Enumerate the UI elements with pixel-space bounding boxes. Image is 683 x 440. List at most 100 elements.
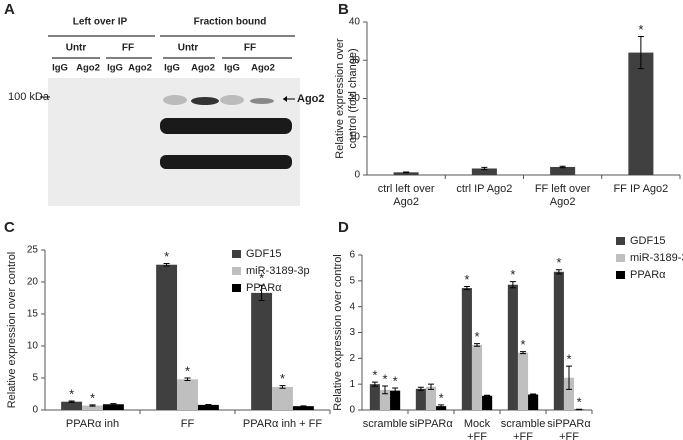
blot-group: Left over IP [73, 17, 128, 28]
significance-mark: * [90, 390, 95, 405]
error-bar [463, 286, 470, 291]
significance-mark: * [566, 352, 571, 367]
y-tick-label: 10 [27, 341, 39, 352]
significance-mark: * [638, 22, 643, 37]
error-bar [576, 408, 583, 411]
x-tick-label: FF IP Ago2 [613, 183, 668, 195]
bar [393, 172, 419, 175]
blot-group: Fraction bound [194, 17, 267, 28]
error-bar [481, 166, 488, 171]
panel-label: B [338, 1, 349, 18]
significance-mark: * [474, 329, 479, 344]
significance-mark: * [280, 371, 285, 386]
bar [156, 264, 178, 410]
x-tick-label: Ago2 [550, 196, 576, 208]
legend-swatch [232, 284, 241, 292]
bar [379, 389, 391, 410]
error-bar [417, 386, 424, 391]
legend-label: miR-3189-3p [246, 265, 310, 277]
y-axis-label: Relative expression over control [6, 252, 18, 409]
error-bar [474, 343, 480, 347]
x-tick-label: PPARα inh + FF [243, 418, 322, 430]
y-tick-label: 0 [349, 405, 355, 416]
bar [563, 377, 575, 410]
y-tick-label: 3 [349, 327, 355, 338]
lane-label: Ago2 [128, 63, 152, 74]
legend-label: PPARα [630, 269, 666, 281]
lane-label: Ago2 [76, 63, 100, 74]
significance-mark: * [464, 272, 469, 287]
band [163, 95, 187, 105]
treatment: Untr [66, 43, 87, 54]
significance-mark: * [520, 337, 525, 352]
bar [553, 271, 564, 410]
significance-mark: * [185, 363, 190, 378]
y-tick-label: 25 [27, 245, 39, 256]
bar [425, 386, 437, 410]
bar [550, 166, 576, 175]
bar [507, 284, 518, 410]
band [250, 98, 274, 104]
y-tick-label: 6 [349, 250, 355, 261]
lane-label: IgG [224, 63, 240, 74]
legend-label: miR-3189-3p [630, 252, 683, 264]
y-tick-label: 2 [349, 353, 355, 364]
error-bar [637, 36, 644, 70]
legend-swatch [616, 237, 625, 245]
error-bar [110, 403, 117, 406]
error-bar [392, 387, 399, 394]
band-label: Ago2 [297, 93, 325, 105]
bar [272, 386, 293, 410]
band [220, 95, 244, 105]
x-tick-label: scramble [501, 418, 546, 430]
x-tick-label: +FF [559, 431, 579, 440]
y-tick-label: 20 [349, 93, 361, 104]
treatment: FF [122, 43, 134, 54]
bar [292, 406, 314, 410]
y-tick-label: 0 [354, 170, 360, 181]
y-tick-label: 40 [349, 17, 361, 28]
bar [102, 404, 124, 410]
error-bar [279, 385, 286, 389]
y-tick-label: 5 [349, 275, 355, 286]
x-tick-label: ctrl left over [378, 183, 435, 195]
error-bar [566, 365, 572, 390]
error-bar [428, 383, 434, 390]
legend-label: GDF15 [246, 248, 281, 260]
band [191, 97, 219, 105]
y-tick-label: 10 [349, 131, 361, 142]
significance-mark: * [393, 373, 398, 388]
error-bar [559, 165, 566, 169]
x-tick-label: +FF [467, 431, 487, 440]
significance-mark: * [577, 395, 582, 410]
treatment: Untr [178, 43, 199, 54]
band [160, 118, 292, 134]
error-bar [68, 400, 75, 403]
bar [461, 288, 472, 410]
x-tick-label: PPARα inh [66, 418, 119, 430]
error-bar [163, 262, 170, 267]
legend-label: GDF15 [630, 235, 665, 247]
bar [415, 388, 426, 410]
significance-mark: * [164, 249, 169, 264]
lane-label: IgG [52, 63, 68, 74]
bar [61, 401, 83, 410]
error-bar [403, 171, 410, 174]
y-tick-label: 4 [349, 301, 355, 312]
lane-label: Ago2 [191, 63, 215, 74]
bar [528, 394, 539, 410]
bar [390, 390, 401, 410]
y-tick-label: 1 [349, 379, 355, 390]
bar [628, 52, 654, 175]
y-tick-label: 15 [27, 309, 39, 320]
y-tick-label: 20 [27, 277, 39, 288]
bar [471, 168, 497, 175]
significance-mark: * [510, 267, 515, 282]
error-bar [184, 377, 191, 382]
significance-mark: * [372, 368, 377, 383]
bar [197, 404, 219, 410]
bar [369, 384, 380, 410]
error-bar [509, 281, 516, 289]
significance-mark: * [259, 271, 264, 286]
y-tick-label: 5 [32, 373, 38, 384]
